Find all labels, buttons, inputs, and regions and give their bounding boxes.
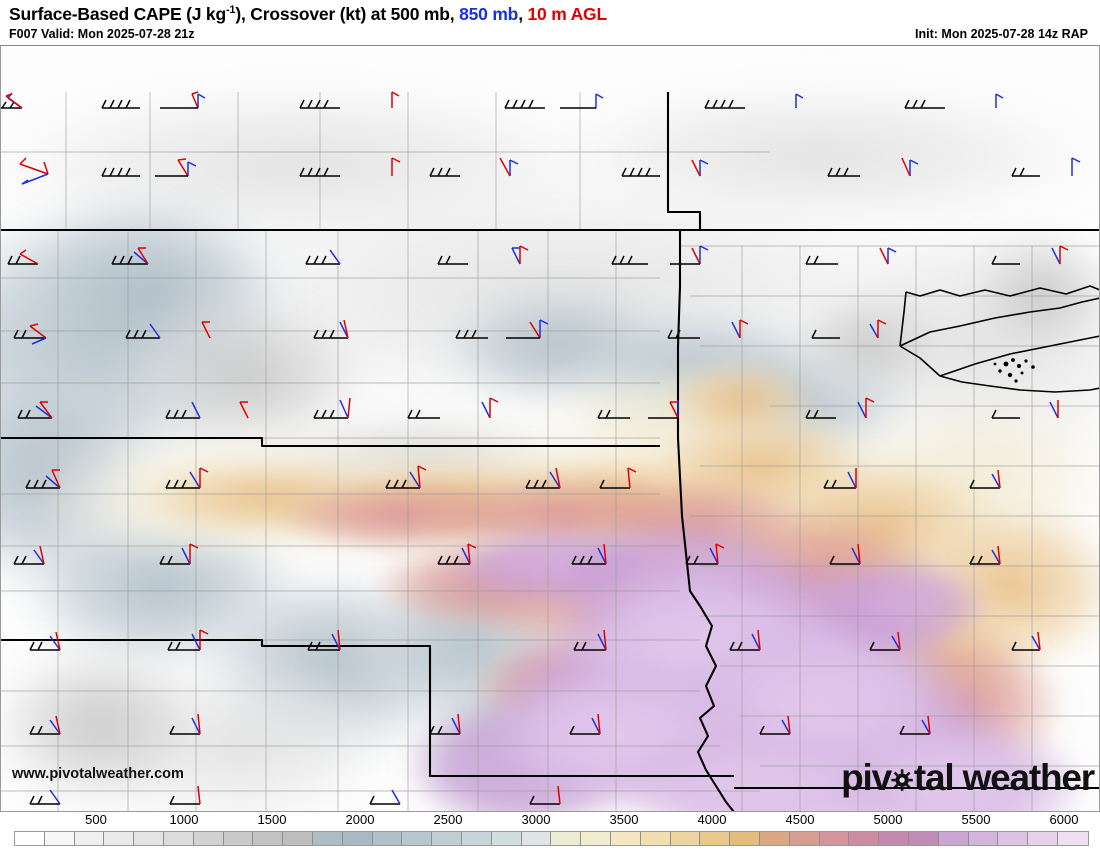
gear-icon: [891, 768, 914, 791]
title-mid: ), Crossover (kt) at 500 mb,: [235, 4, 460, 24]
colorbar-swatches[interactable]: [14, 831, 1089, 846]
colorbar-cell: [968, 832, 999, 845]
colorbar-tick-label: 2500: [433, 812, 463, 827]
colorbar-cell: [432, 832, 462, 845]
colorbar: 500 1000 1500 2000 2500 3000 3500 4000 4500 5000 5…: [0, 812, 1100, 850]
colorbar-cell: [1057, 832, 1088, 845]
wind-barb-layer: [0, 91, 1081, 805]
colorbar-cell: [74, 832, 105, 845]
gear-icon-svg: [891, 768, 914, 791]
colorbar-tick-label: 1500: [257, 812, 287, 827]
colorbar-cell: [640, 832, 671, 845]
state-boundaries: [0, 92, 1100, 812]
colorbar-cell: [730, 832, 760, 845]
colorbar-cell: [581, 832, 611, 845]
colorbar-cell: [700, 832, 731, 845]
title-comma: ,: [518, 4, 528, 24]
colorbar-cell: [521, 832, 552, 845]
colorbar-cell: [372, 832, 403, 845]
watermark-text-pre: piv: [841, 757, 892, 798]
title-main: Surface-Based CAPE (J kg: [9, 4, 226, 24]
colorbar-cell: [104, 832, 135, 845]
colorbar-tick-label: 3000: [521, 812, 551, 827]
colorbar-tick-label: 4500: [785, 812, 815, 827]
title-850mb-label: 850 mb: [459, 4, 519, 24]
colorbar-cell: [759, 832, 790, 845]
title-10m-agl-label: 10 m AGL: [527, 4, 608, 24]
colorbar-tick-label: 3500: [609, 812, 639, 827]
colorbar-cell: [402, 832, 433, 845]
colorbar-cell: [908, 832, 939, 845]
colorbar-tick-label: 4000: [697, 812, 727, 827]
colorbar-cell: [938, 832, 969, 845]
colorbar-tick-label: 1000: [169, 812, 199, 827]
colorbar-cell: [789, 832, 820, 845]
watermark-text-post: tal weather: [913, 757, 1095, 798]
colorbar-tick-label: 5000: [873, 812, 903, 827]
title-unit-exponent: -1: [225, 4, 236, 17]
header-divider: [0, 45, 1100, 46]
map-canvas[interactable]: piv tal wea: [0, 46, 1100, 812]
colorbar-cell: [998, 832, 1029, 845]
colorbar-cell: [342, 832, 373, 845]
colorbar-cell: [849, 832, 880, 845]
colorbar-cell: [879, 832, 909, 845]
colorbar-tick-label: 500: [85, 812, 107, 827]
colorbar-cell: [670, 832, 701, 845]
colorbar-cell: [253, 832, 284, 845]
map-svg: [0, 46, 1100, 812]
colorbar-tick-label: 2000: [345, 812, 375, 827]
colorbar-cell: [461, 832, 492, 845]
colorbar-cell: [491, 832, 522, 845]
colorbar-cell: [193, 832, 224, 845]
colorbar-tick-labels: 500 1000 1500 2000 2500 3000 3500 4000 4500 5000 5…: [0, 812, 1100, 829]
colorbar-cell: [610, 832, 641, 845]
colorbar-tick-label: 6000: [1049, 812, 1079, 827]
colorbar-cell: [15, 832, 45, 845]
colorbar-cell: [1028, 832, 1058, 845]
apostle-islands: [993, 358, 1035, 383]
lake-superior-coastline: [899, 285, 1100, 393]
colorbar-cell: [44, 832, 75, 845]
colorbar-tick-label: 5500: [961, 812, 991, 827]
colorbar-cell: [223, 832, 254, 845]
pivotal-weather-watermark: piv tal wea: [841, 757, 1095, 798]
colorbar-cell: [134, 832, 164, 845]
cape-fill-layer: [0, 46, 1100, 812]
header: Surface-Based CAPE (J kg-1), Crossover (…: [0, 0, 1100, 46]
valid-time-label: F007 Valid: Mon 2025-07-28 21z: [9, 27, 195, 41]
page-title: Surface-Based CAPE (J kg-1), Crossover (…: [9, 4, 607, 25]
colorbar-cell: [312, 832, 343, 845]
init-time-label: Init: Mon 2025-07-28 14z RAP: [915, 27, 1088, 41]
county-boundaries: [0, 92, 1100, 812]
site-url-label: www.pivotalweather.com: [12, 766, 184, 782]
colorbar-cell: [283, 832, 313, 845]
colorbar-cell: [551, 832, 582, 845]
colorbar-cell: [163, 832, 194, 845]
colorbar-cell: [819, 832, 850, 845]
